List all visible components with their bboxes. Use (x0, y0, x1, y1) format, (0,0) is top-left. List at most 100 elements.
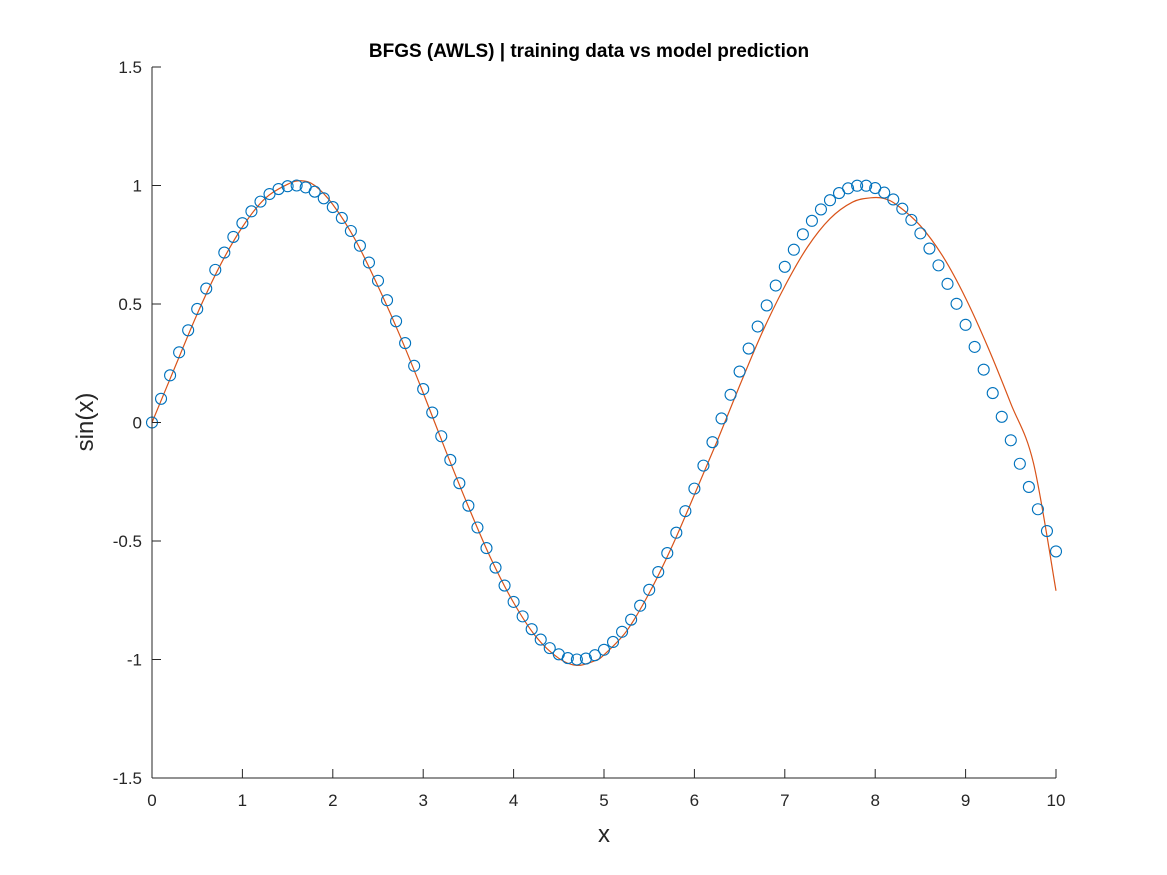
training-data-point (218, 246, 231, 259)
training-data-point (977, 363, 990, 376)
training-data-point (887, 193, 900, 206)
training-data-point (245, 205, 258, 218)
training-data-point (335, 211, 348, 225)
plot-area (145, 179, 1063, 667)
x-tick-label: 0 (147, 791, 156, 810)
training-data-point (453, 477, 466, 490)
training-data-point (173, 346, 186, 359)
training-data-point (317, 192, 330, 205)
training-data-point (525, 623, 538, 636)
training-data-point (914, 227, 927, 240)
training-data-point (742, 342, 755, 355)
training-data-point (182, 324, 195, 337)
x-tick-label: 7 (780, 791, 789, 810)
training-data-point (878, 186, 891, 199)
y-tick-label: -0.5 (113, 532, 142, 551)
training-data-point (154, 392, 168, 405)
training-data-point (561, 652, 574, 665)
training-data-point (661, 547, 674, 560)
training-data-point (625, 613, 638, 626)
training-data-point (905, 213, 918, 226)
training-data-point (579, 652, 592, 665)
training-data-point (769, 279, 782, 292)
training-data-point (507, 595, 520, 608)
y-tick-label: -1 (127, 651, 142, 670)
training-data-point (1040, 524, 1054, 538)
training-data-point (254, 195, 267, 208)
y-tick-label: 1.5 (118, 58, 142, 77)
training-data-point (200, 282, 213, 295)
training-data-point (471, 521, 484, 534)
y-tick-label: 0.5 (118, 295, 142, 314)
training-data-point (995, 410, 1008, 423)
training-data-point (823, 194, 837, 207)
training-data-point (923, 242, 936, 255)
y-tick-label: 1 (133, 177, 142, 196)
training-data-point (670, 526, 683, 539)
x-tick-label: 9 (961, 791, 970, 810)
training-data-point (353, 239, 366, 252)
training-data-point (588, 649, 602, 662)
training-data-point (805, 214, 818, 227)
x-tick-label: 1 (238, 791, 247, 810)
x-tick-label: 2 (328, 791, 337, 810)
training-data-point (390, 315, 403, 328)
x-axis-label: x (598, 821, 610, 848)
training-data-point (1004, 434, 1017, 447)
training-data-point (444, 453, 457, 466)
training-data-point (968, 340, 981, 353)
training-data-point (534, 633, 547, 646)
training-data-point (688, 482, 701, 495)
training-data-point (860, 179, 873, 192)
training-data-point (344, 224, 357, 238)
chart-title: BFGS (AWLS) | training data vs model pre… (369, 41, 809, 62)
training-data-point (751, 320, 764, 333)
training-data-point (597, 643, 611, 656)
training-data-point (851, 179, 864, 192)
training-data-point (263, 187, 276, 201)
training-data-point (697, 459, 710, 472)
y-tick-label: -1.5 (113, 769, 142, 788)
training-data-point (480, 542, 493, 555)
training-data-point (796, 228, 809, 241)
x-tick-label: 4 (509, 791, 518, 810)
training-data-point (435, 430, 448, 443)
training-data-point (733, 365, 746, 378)
training-data-point (236, 217, 249, 230)
training-data-point (760, 299, 773, 312)
axes: 0 1 2 3 4 5 6 7 8 9 10 1.5 1 0.5 0 -0.5 -1 -1.5 (113, 58, 1066, 810)
training-data-point (399, 337, 412, 350)
training-data-point (408, 359, 421, 372)
x-tick-label: 3 (418, 791, 427, 810)
training-data-point (986, 387, 999, 400)
training-data-point (1013, 457, 1026, 470)
training-data-point (715, 412, 728, 425)
training-data-point (281, 180, 294, 193)
training-data-point (634, 599, 647, 612)
training-data-point (489, 561, 502, 574)
training-data-point (1049, 545, 1063, 558)
training-data-point (516, 610, 529, 623)
training-data-point (1022, 480, 1035, 494)
training-data-point (227, 230, 240, 243)
training-data-point (896, 202, 909, 215)
y-axis-label: sin(x) (72, 393, 99, 452)
training-data-point (290, 179, 303, 192)
training-data-point (417, 383, 430, 396)
training-data-point (941, 277, 954, 290)
training-data-point (950, 297, 963, 310)
training-data-point (652, 565, 665, 579)
training-data-point (326, 201, 339, 214)
training-data-point (643, 583, 656, 596)
training-data-point (371, 274, 385, 287)
training-data-point (462, 499, 475, 512)
training-data-point (380, 294, 394, 307)
training-data-point (679, 505, 692, 518)
training-data-point (164, 369, 177, 382)
training-data-point (959, 318, 972, 331)
training-data-point (932, 259, 945, 272)
training-data-point (724, 388, 737, 401)
training-data-point (498, 579, 511, 592)
